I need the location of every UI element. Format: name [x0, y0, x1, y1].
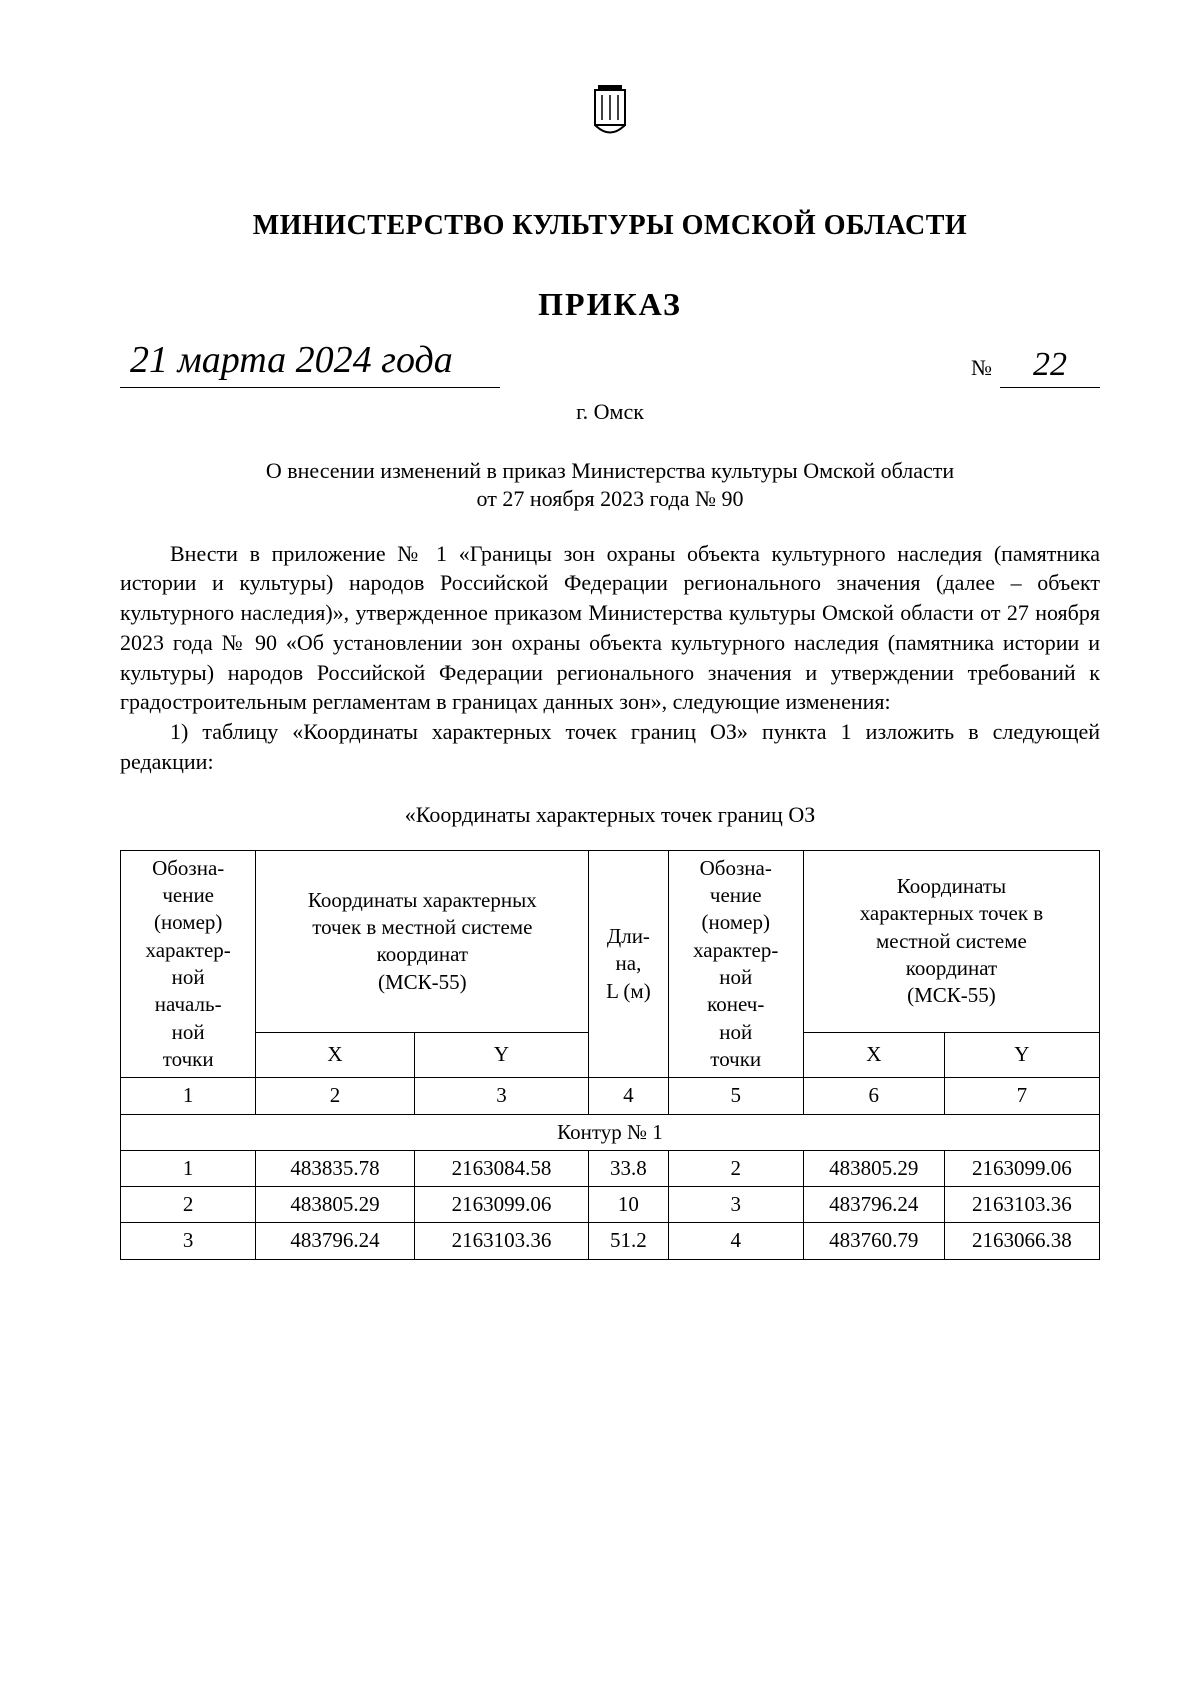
subject-line-1: О внесении изменений в приказ Министерст…	[150, 457, 1070, 486]
table-title: «Координаты характерных точек границ ОЗ	[120, 801, 1100, 830]
numcell: 3	[414, 1078, 589, 1114]
numcell: 1	[121, 1078, 256, 1114]
ministry-name: МИНИСТЕРСТВО КУЛЬТУРЫ ОМСКОЙ ОБЛАСТИ	[120, 208, 1100, 244]
number-label: №	[971, 354, 992, 383]
header-col-67: Координаты характерных точек в местной с…	[803, 850, 1099, 1032]
date-field: 21 марта 2024 года	[120, 336, 500, 388]
table-header-row-1: Обозна- чение (номер) характер- ной нача…	[121, 850, 1100, 1032]
numcell: 2	[256, 1078, 414, 1114]
subject-line-2: от 27 ноября 2023 года № 90	[150, 485, 1070, 514]
numcell: 5	[668, 1078, 803, 1114]
body-paragraph: Внести в приложение № 1 «Границы зон охр…	[120, 539, 1100, 717]
city: г. Омск	[120, 398, 1100, 427]
cell: 2163103.36	[944, 1187, 1099, 1223]
table-row: 3 483796.24 2163103.36 51.2 4 483760.79 …	[121, 1223, 1100, 1259]
header-col-23: Координаты характерных точек в местной с…	[256, 850, 589, 1032]
cell: 2163099.06	[944, 1150, 1099, 1186]
contour-row: Контур № 1	[121, 1114, 1100, 1150]
subject: О внесении изменений в приказ Министерст…	[120, 457, 1100, 514]
header-col-5: Обозна- чение (номер) характер- ной коне…	[668, 850, 803, 1077]
cell: 2163103.36	[414, 1223, 589, 1259]
contour-label: Контур № 1	[121, 1114, 1100, 1150]
cell: 483805.29	[803, 1150, 944, 1186]
cell: 2	[668, 1150, 803, 1186]
table-numrow: 1 2 3 4 5 6 7	[121, 1078, 1100, 1114]
cell: 2163084.58	[414, 1150, 589, 1186]
numcell: 6	[803, 1078, 944, 1114]
header-x1: X	[256, 1032, 414, 1077]
coat-of-arms-icon	[580, 80, 640, 150]
emblem	[120, 80, 1100, 158]
numcell: 4	[589, 1078, 668, 1114]
cell: 483805.29	[256, 1187, 414, 1223]
cell: 33.8	[589, 1150, 668, 1186]
cell: 483796.24	[803, 1187, 944, 1223]
header-y2: Y	[944, 1032, 1099, 1077]
header-col-1: Обозна- чение (номер) характер- ной нача…	[121, 850, 256, 1077]
order-title: ПРИКАЗ	[120, 284, 1100, 326]
number-value: 22	[1000, 343, 1100, 388]
cell: 51.2	[589, 1223, 668, 1259]
cell: 2163066.38	[944, 1223, 1099, 1259]
list-item-1: 1) таблицу «Координаты характерных точек…	[120, 717, 1100, 776]
cell: 10	[589, 1187, 668, 1223]
header-col-4: Дли- на, L (м)	[589, 850, 668, 1077]
cell: 3	[668, 1187, 803, 1223]
table-row: 1 483835.78 2163084.58 33.8 2 483805.29 …	[121, 1150, 1100, 1186]
number-field: № 22	[971, 343, 1100, 388]
cell: 483760.79	[803, 1223, 944, 1259]
header-y1: Y	[414, 1032, 589, 1077]
cell: 4	[668, 1223, 803, 1259]
cell: 2	[121, 1187, 256, 1223]
cell: 483835.78	[256, 1150, 414, 1186]
cell: 2163099.06	[414, 1187, 589, 1223]
cell: 1	[121, 1150, 256, 1186]
coordinates-table: Обозна- чение (номер) характер- ной нача…	[120, 850, 1100, 1260]
date-number-row: 21 марта 2024 года № 22	[120, 336, 1100, 388]
table-row: 2 483805.29 2163099.06 10 3 483796.24 21…	[121, 1187, 1100, 1223]
header-x2: X	[803, 1032, 944, 1077]
cell: 483796.24	[256, 1223, 414, 1259]
numcell: 7	[944, 1078, 1099, 1114]
cell: 3	[121, 1223, 256, 1259]
